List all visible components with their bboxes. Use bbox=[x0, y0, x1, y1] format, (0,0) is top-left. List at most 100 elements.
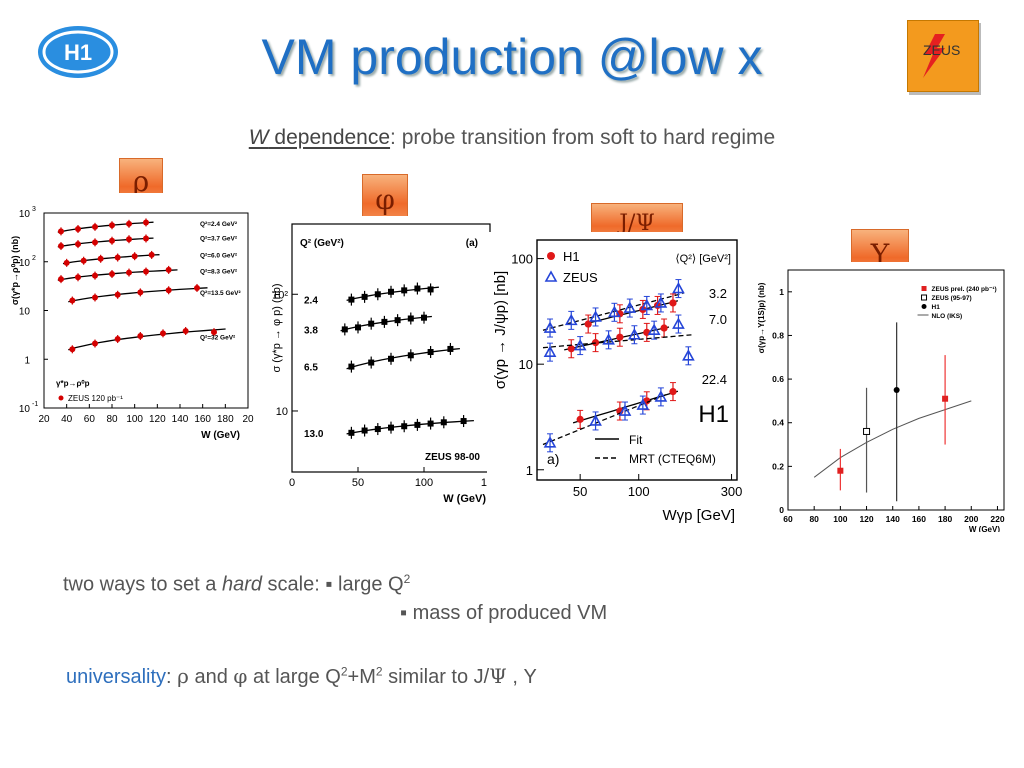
rho-series-label: Q²=13.5 GeV² bbox=[200, 290, 241, 297]
rho-series-label: Q²=8.3 GeV² bbox=[200, 269, 238, 276]
phi-data-point bbox=[348, 296, 355, 303]
jpsi-legend-h1-marker bbox=[547, 252, 555, 260]
subtitle-rest: : probe transition from soft to hard reg… bbox=[390, 126, 776, 149]
ups-y-tick-label: 0.8 bbox=[772, 330, 784, 340]
rho-data-point bbox=[194, 284, 200, 291]
h1-logo: H1 bbox=[36, 24, 120, 80]
hard-scale-text: two ways to set a bbox=[63, 573, 222, 596]
ups-x-tick-label: 220 bbox=[990, 514, 1004, 524]
jpsi-h1-point bbox=[660, 324, 668, 332]
jpsi-q2-7.0: 7.0 bbox=[709, 312, 727, 327]
rho-data-point bbox=[80, 257, 87, 264]
jpsi-legend-fit: Fit bbox=[629, 433, 643, 447]
rho-data-point bbox=[114, 336, 121, 343]
phi-symbol: φ bbox=[233, 664, 248, 688]
phi-fit-line bbox=[346, 347, 460, 370]
rho-x-tick-label: 20 bbox=[38, 414, 50, 425]
scale-text: scale: bbox=[262, 573, 326, 596]
jpsi-zeus-point bbox=[672, 317, 685, 329]
ups-y-axis-label: σ(γp→Υ(1S)p) (nb) bbox=[757, 282, 766, 353]
jpsi-zeus-point bbox=[589, 414, 602, 426]
rho-data-point bbox=[109, 222, 115, 229]
rho-data-point bbox=[92, 294, 98, 301]
rho-data-point bbox=[143, 268, 149, 275]
phi-x-tick-label: 50 bbox=[352, 477, 364, 489]
m2-sup: 2 bbox=[375, 664, 383, 679]
phi-data-point bbox=[374, 426, 381, 433]
rho-data-point bbox=[160, 330, 166, 337]
rho-legend-marker bbox=[58, 395, 64, 401]
rho-series-label: Q²=32 GeV² bbox=[200, 335, 236, 342]
jpsi-zeus-point bbox=[682, 349, 695, 361]
ups-plot-frame bbox=[787, 269, 1005, 511]
rho-data-point bbox=[92, 340, 98, 347]
subtitle-w-dependence: W dependence bbox=[249, 126, 390, 149]
rho-data-point bbox=[58, 243, 64, 250]
ups-x-tick-label: 140 bbox=[886, 514, 900, 524]
jpsi-zeus-point bbox=[618, 404, 632, 416]
ups-legend-zeus-prel: ZEUS prel. (240 pb⁻¹) bbox=[932, 286, 997, 293]
jpsi-x-tick-label: 300 bbox=[721, 484, 743, 499]
upsilon-text: , Y bbox=[506, 666, 537, 688]
rho-data-point bbox=[126, 269, 132, 276]
jpsi-mrt-line bbox=[542, 334, 694, 349]
jpsi-zeus-point bbox=[543, 321, 557, 333]
rho-x-tick-label: 80 bbox=[106, 414, 118, 425]
rho-y-axis-label: σ(γ*p→ρ⁰p) (nb) bbox=[10, 236, 20, 305]
phi-y-tick-label: 10 bbox=[276, 406, 288, 418]
jpsi-zeus-point bbox=[636, 398, 650, 410]
rho-symbol: ρ bbox=[177, 664, 189, 688]
jpsi-y-tick-label: 10 bbox=[519, 357, 533, 372]
phi-data-point bbox=[381, 318, 388, 325]
hard-word: hard bbox=[221, 573, 262, 596]
jpsi-x-axis-label: Wγp [GeV] bbox=[662, 507, 735, 524]
page-title: VM production @low x bbox=[261, 29, 763, 85]
rho-x-tick-label: 140 bbox=[172, 414, 189, 425]
rho-y-tick-sup: -1 bbox=[32, 401, 38, 408]
universality-label: universality bbox=[66, 666, 167, 688]
phi-data-point bbox=[460, 418, 467, 425]
zeus-logo-text: ZEUS bbox=[923, 42, 961, 58]
jpsi-legend-mrt: MRT (CTEQ6M) bbox=[629, 452, 716, 466]
jpsi-zeus-point bbox=[640, 298, 654, 311]
rho-data-point bbox=[75, 225, 81, 232]
phi-data-point bbox=[388, 288, 394, 295]
rho-data-point bbox=[69, 297, 76, 304]
ups-legend-zeus-9597-marker bbox=[921, 294, 928, 301]
jpsi-y-axis-label: σ(γp → J/ψp) [nb] bbox=[492, 271, 509, 389]
ups-zeus-prel-point bbox=[837, 467, 844, 474]
rho-y-tick-label: 1 bbox=[24, 355, 30, 366]
ups-y-tick-label: 0.2 bbox=[772, 461, 784, 471]
phi-data-point bbox=[440, 419, 447, 426]
rho-legend-process: γ*p→ρ⁰p bbox=[56, 379, 90, 388]
ups-nlo-curve bbox=[813, 400, 972, 478]
jpsi-h1-point bbox=[616, 333, 624, 341]
jpsi-h1-mark: H1 bbox=[698, 401, 729, 428]
phi-panel-label: (a) bbox=[466, 238, 478, 249]
phi-cross-section-chart: 05010015010²10W (GeV)σ (γ*p → φ p) (nb)Q… bbox=[268, 216, 496, 512]
jpsi-y-tick-label: 100 bbox=[511, 252, 533, 267]
jpsi-mrt-line bbox=[542, 292, 684, 331]
rho-data-point bbox=[131, 253, 138, 260]
ups-x-tick-label: 100 bbox=[833, 514, 847, 524]
ups-h1-point bbox=[893, 387, 900, 393]
zeus-logo: ZEUS bbox=[907, 20, 979, 92]
ups-y-tick-label: 0 bbox=[779, 505, 784, 515]
rho-data-point bbox=[92, 223, 98, 230]
ups-x-tick-label: 120 bbox=[859, 514, 873, 524]
phi-q2-header: Q² (GeV²) bbox=[300, 238, 344, 249]
rho-x-tick-label: 40 bbox=[61, 414, 73, 425]
rho-fit-line bbox=[62, 254, 160, 265]
ups-x-tick-label: 180 bbox=[938, 514, 952, 524]
rho-fit-line bbox=[57, 221, 154, 233]
phi-data-point bbox=[427, 420, 434, 427]
jpsi-zeus-point bbox=[573, 338, 587, 351]
jpsi-h1-point bbox=[669, 387, 677, 396]
jpsi-zeus-point bbox=[647, 323, 661, 335]
ups-x-tick-label: 60 bbox=[783, 514, 793, 524]
phi-data-point bbox=[407, 315, 414, 322]
phi-data-point bbox=[361, 427, 368, 434]
rho-x-tick-label: 60 bbox=[84, 414, 96, 425]
rho-data-point bbox=[75, 241, 81, 248]
